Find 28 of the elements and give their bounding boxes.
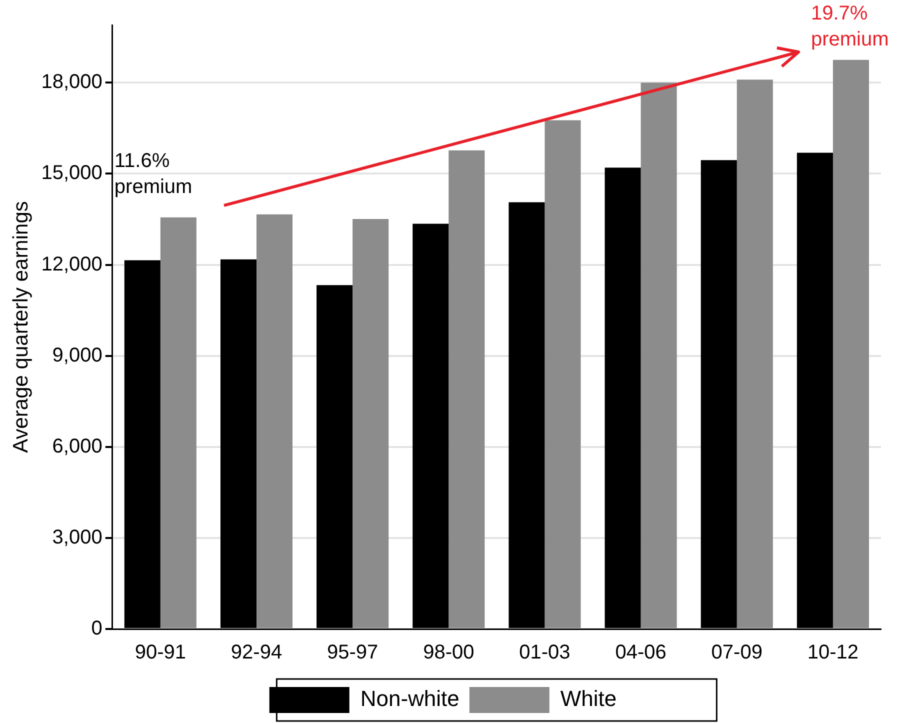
y-tick-label: 6,000 [52,435,102,458]
x-tick-label: 04-06 [615,642,666,664]
y-axis-title: Average quarterly earnings [9,201,32,453]
bar [160,217,196,628]
bar [256,214,293,628]
x-tick-label: 92-94 [230,642,282,664]
y-tick-label: 0 [91,618,102,640]
y-tick-label: 3,000 [52,526,102,548]
bar [352,218,389,628]
legend-label: Non-white [360,686,460,712]
legend-label: White [560,686,617,712]
bar [640,82,677,628]
x-tick-label: 07-09 [711,642,762,664]
x-tick-label: 98-00 [423,642,474,664]
x-tick-label: 95-97 [326,642,378,664]
y-tick-label: 18,000 [41,71,102,94]
bar [544,120,581,628]
y-tick-label: 15,000 [41,162,102,184]
x-tick-label: 10-12 [807,642,859,664]
x-tick-label: 90-91 [134,642,186,664]
bar [736,80,773,628]
bar [448,150,485,628]
y-tick-label: 9,000 [52,344,102,366]
bar [832,60,869,628]
y-tick-label: 12,000 [41,253,102,276]
annotation: 19.7% premium [810,2,889,51]
annotation: 11.6% premium [114,150,192,198]
x-tick-label: 01-03 [519,642,570,664]
